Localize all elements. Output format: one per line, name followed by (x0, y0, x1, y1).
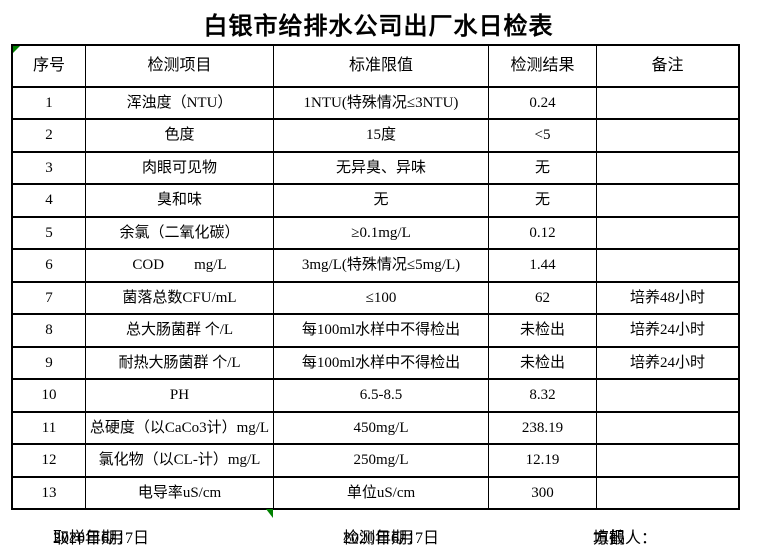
row-number-cell: 11 (13, 412, 85, 444)
limit-cell: 无 (274, 185, 488, 216)
item-cell: COD mg/L (86, 250, 273, 281)
item-cell: 肉眼可见物 (86, 152, 273, 184)
sampling-date-label: 取样日期： (53, 530, 134, 547)
limit-cell: ≤100 (274, 282, 488, 314)
note-cell (597, 477, 738, 508)
row-number-cell: 8 (13, 315, 85, 346)
note-cell (597, 250, 738, 281)
result-cell: <5 (489, 120, 596, 151)
item-cell: 氯化物（以CL-计）mg/L (86, 445, 273, 476)
inspection-table: 序号 检测项目 标准限值 检测结果 备注 1 浑浊度（NTU） 1NTU(特殊情况≤… (11, 44, 740, 510)
excel-corner-triangle-icon (13, 46, 20, 53)
item-cell: 耐热大肠菌群 个/L (86, 347, 273, 379)
reporter-value: 方鹤 (593, 530, 626, 547)
limit-cell: 无异臭、异味 (274, 152, 488, 184)
note-cell (597, 152, 738, 184)
test-date-label: 检测日期： (343, 530, 424, 547)
note-cell (597, 88, 738, 119)
item-cell: PH (86, 380, 273, 411)
result-cell: 无 (489, 185, 596, 216)
row-number-cell: 5 (13, 217, 85, 249)
result-cell: 12.19 (489, 445, 596, 476)
result-cell: 未检出 (489, 347, 596, 379)
note-cell (597, 412, 738, 444)
page-title: 白银市给排水公司出厂水日检表 (203, 13, 554, 40)
limit-cell: 15度 (274, 120, 488, 151)
note-cell: 培养24小时 (597, 315, 738, 346)
row-number-cell: 7 (13, 282, 85, 314)
row-number-cell: 12 (13, 445, 85, 476)
note-cell: 培养24小时 (597, 347, 738, 379)
result-cell: 300 (489, 477, 596, 508)
row-number-cell: 10 (13, 380, 85, 411)
limit-cell: 1NTU(特殊情况≤3NTU) (274, 88, 488, 119)
limit-cell: 250mg/L (274, 445, 488, 476)
row-number-cell: 4 (13, 185, 85, 216)
item-cell: 总硬度（以CaCo3计）mg/L (86, 412, 273, 444)
result-cell: 62 (489, 282, 596, 314)
note-cell (597, 185, 738, 216)
result-cell: 未检出 (489, 315, 596, 346)
limit-cell: 3mg/L(特殊情况≤5mg/L) (274, 250, 488, 281)
note-cell (597, 380, 738, 411)
table-footer: 取样日期： 2020年6月7日 检测日期： 2020年6月7日 填报人： 方鹤 (0, 524, 757, 547)
item-cell: 色度 (86, 120, 273, 151)
result-cell: 无 (489, 152, 596, 184)
row-number-cell: 2 (13, 120, 85, 151)
reporter-label: 填报人： (593, 530, 658, 547)
result-cell: 1.44 (489, 250, 596, 281)
limit-cell: 6.5-8.5 (274, 380, 488, 411)
row-number-cell: 1 (13, 88, 85, 119)
note-cell: 培养48小时 (597, 282, 738, 314)
header-no: 序号 (13, 46, 85, 86)
item-cell: 电导率uS/cm (86, 477, 273, 508)
note-cell (597, 120, 738, 151)
limit-cell: 450mg/L (274, 412, 488, 444)
result-cell: 0.12 (489, 217, 596, 249)
row-number-cell: 9 (13, 347, 85, 379)
item-cell: 菌落总数CFU/mL (86, 282, 273, 314)
header-note: 备注 (597, 46, 738, 86)
test-date-value: 2020年6月7日 (343, 530, 440, 547)
limit-cell: 每100ml水样中不得检出 (274, 315, 488, 346)
result-cell: 8.32 (489, 380, 596, 411)
result-cell: 238.19 (489, 412, 596, 444)
header-item: 检测项目 (86, 46, 273, 86)
note-cell (597, 217, 738, 249)
row-number-cell: 6 (13, 250, 85, 281)
limit-cell: ≥0.1mg/L (274, 217, 488, 249)
item-cell: 余氯（二氧化碳） (86, 217, 273, 249)
result-cell: 0.24 (489, 88, 596, 119)
item-cell: 浑浊度（NTU） (86, 88, 273, 119)
row-number-cell: 13 (13, 477, 85, 508)
header-result: 检测结果 (489, 46, 596, 86)
limit-cell: 每100ml水样中不得检出 (274, 347, 488, 379)
row-number-cell: 3 (13, 152, 85, 184)
item-cell: 总大肠菌群 个/L (86, 315, 273, 346)
excel-fill-handle-triangle-icon (266, 509, 273, 518)
sampling-date-value: 2020年6月7日 (53, 530, 150, 547)
header-limit: 标准限值 (274, 46, 488, 86)
item-cell: 臭和味 (86, 185, 273, 216)
note-cell (597, 445, 738, 476)
limit-cell: 单位uS/cm (274, 477, 488, 508)
